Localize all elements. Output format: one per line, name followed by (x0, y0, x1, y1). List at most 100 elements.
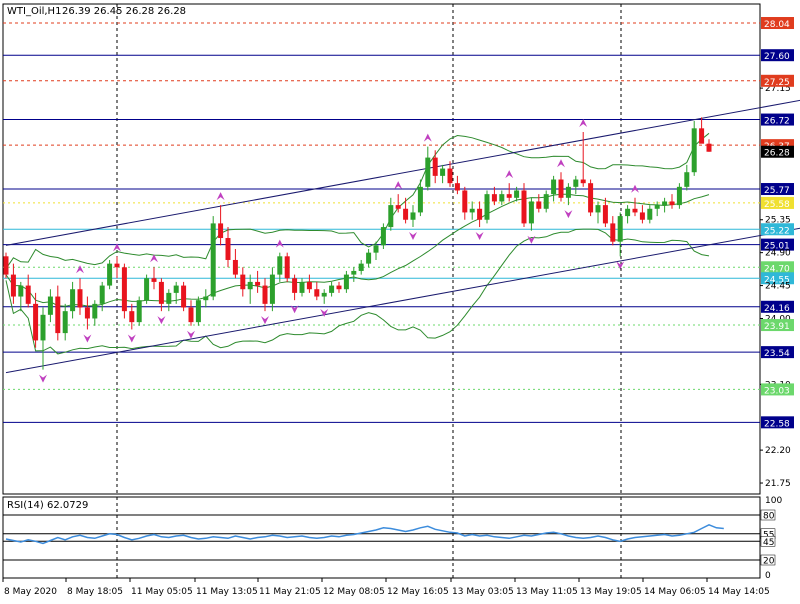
candle-body (395, 205, 401, 209)
candle-body (491, 194, 497, 202)
fractal-up-icon (505, 170, 514, 179)
price-label-box (761, 346, 794, 359)
candle-body (40, 314, 46, 341)
fractal-up-icon (76, 265, 84, 274)
price-label-box (761, 261, 794, 274)
fractal-down-icon (83, 334, 92, 343)
candle-body (380, 227, 386, 246)
candle-body (447, 168, 453, 184)
candle-body (610, 223, 616, 242)
candle-body (10, 274, 16, 297)
fractal-down-icon (261, 316, 269, 325)
candle-body (536, 201, 542, 209)
price-label-box (761, 319, 794, 332)
candle-body (676, 186, 682, 206)
price-tick-label: 24.45 (765, 282, 791, 292)
candle-body (432, 157, 438, 176)
price-level-label: 24.16 (764, 304, 790, 314)
candle-body (70, 289, 76, 312)
trend-channel-line (5, 227, 800, 374)
candle-body (358, 263, 364, 271)
fractal-up-icon (113, 243, 121, 252)
price-label-box (761, 223, 794, 236)
time-tick-label: 8 May 18:05 (67, 587, 123, 597)
bollinger-lower (5, 228, 710, 355)
candle-body (654, 205, 660, 209)
candle-body (669, 201, 675, 206)
price-tick-label: 27.15 (765, 84, 791, 94)
candle-body (625, 208, 631, 217)
candle-body (440, 168, 446, 176)
fractal-down-icon (564, 210, 573, 219)
fractal-up-icon (631, 184, 639, 193)
candle-body (269, 274, 275, 304)
candle-body (3, 256, 9, 275)
price-level-label: 27.60 (764, 52, 790, 62)
fractal-down-icon (39, 374, 47, 383)
price-level-label: 23.03 (764, 386, 790, 396)
price-level-label: 23.54 (764, 349, 790, 359)
candle-body (25, 285, 31, 304)
candle-body (543, 194, 549, 209)
candle-body (277, 256, 283, 275)
candle-body (573, 179, 579, 187)
ohlc-header: 26.39 26.45 26.28 26.28 (62, 6, 186, 17)
candle-body (506, 194, 512, 198)
candle-body (47, 296, 53, 315)
fractal-down-icon (320, 308, 329, 317)
price-label-box (761, 300, 794, 313)
candle-body (240, 274, 246, 290)
price-label-box (761, 17, 794, 30)
candle-body (114, 263, 120, 268)
candle-body (565, 186, 571, 198)
candle-body (144, 278, 150, 301)
candle-body (484, 194, 490, 220)
candle-body (462, 190, 468, 213)
time-tick-label: 11 May 21:05 (259, 587, 321, 597)
current-price-box (761, 145, 794, 158)
candle-body (691, 128, 697, 173)
candle-body (425, 157, 431, 187)
time-tick-label: 11 May 05:05 (131, 587, 193, 597)
price-label-box (761, 183, 794, 196)
time-tick-label: 13 May 19:05 (580, 587, 642, 597)
candle-body (580, 179, 586, 184)
candle-body (602, 205, 608, 224)
candle-body (588, 183, 594, 213)
candle-body (99, 285, 105, 304)
candle-body (454, 183, 460, 191)
fractal-down-icon (187, 330, 195, 339)
candle-body (403, 208, 409, 220)
fractal-up-icon (275, 239, 284, 248)
rsi-tick-label: 0 (765, 571, 771, 581)
candle-body (366, 252, 372, 264)
candle-body (373, 245, 379, 253)
fractal-down-icon (616, 261, 625, 270)
candle-body (314, 289, 320, 297)
price-level-label: 25.22 (764, 226, 790, 236)
price-label-box (761, 238, 794, 251)
candle-body (699, 128, 705, 144)
candle-body (136, 300, 142, 323)
fractal-up-icon (150, 254, 158, 263)
candle-body (33, 303, 39, 341)
price-level-label: 23.91 (764, 322, 790, 332)
candle-body (188, 307, 194, 323)
time-tick-label: 13 May 03:05 (452, 587, 514, 597)
rsi-level-box (760, 509, 776, 521)
price-level-label: 26.72 (764, 117, 790, 127)
price-level-label: 28.04 (764, 20, 790, 30)
candle-body (292, 278, 298, 293)
time-tick-label: 14 May 06:05 (644, 587, 706, 597)
price-level-label: 25.01 (764, 242, 790, 252)
price-label-box (761, 416, 794, 429)
candle-body (151, 278, 157, 282)
candle-body (558, 179, 564, 198)
candle-body (77, 289, 83, 308)
price-tick-label: 24.90 (765, 249, 791, 259)
candle-body (218, 223, 224, 239)
time-tick-label: 13 May 11:05 (516, 587, 578, 597)
time-tick-label: 14 May 14:05 (708, 587, 770, 597)
symbol-header: WTI_Oil,H1 (7, 6, 61, 17)
